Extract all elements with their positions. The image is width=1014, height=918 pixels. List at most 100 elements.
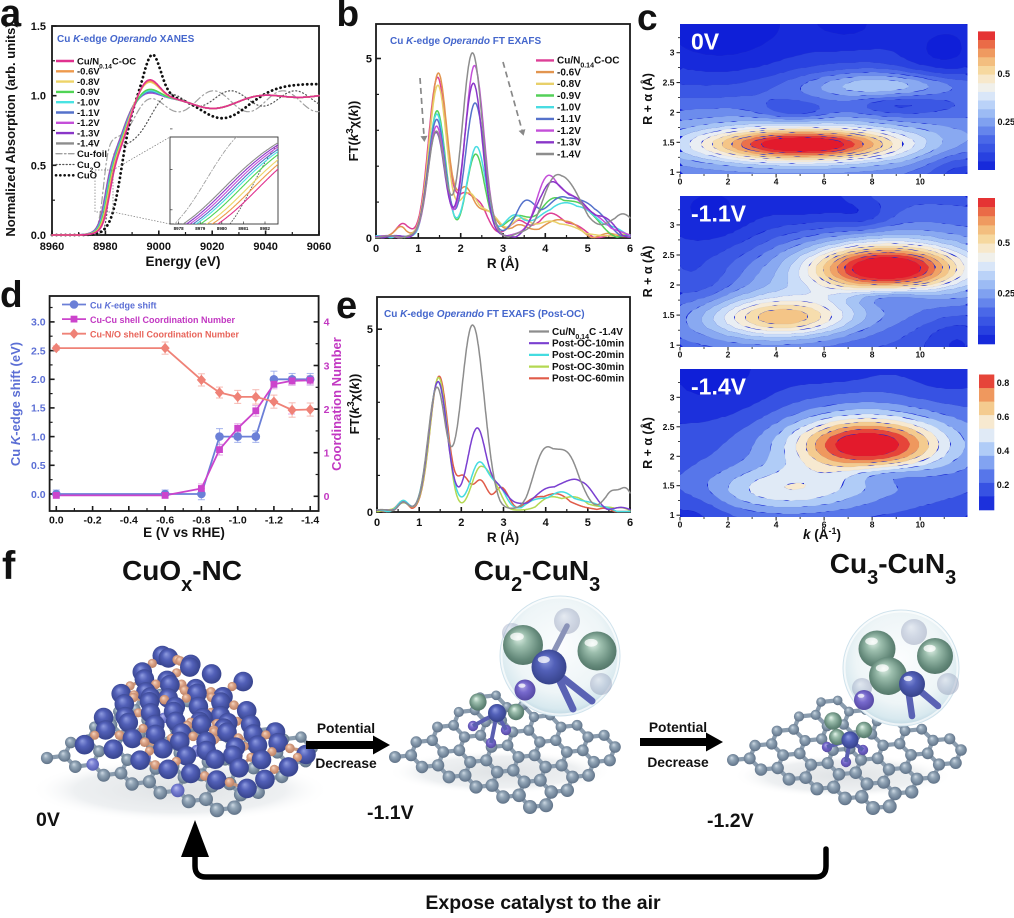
svg-text:8960: 8960 bbox=[40, 241, 64, 253]
svg-text:Cu K-edge shift: Cu K-edge shift bbox=[90, 301, 157, 311]
svg-text:6: 6 bbox=[822, 520, 827, 530]
svg-text:2: 2 bbox=[726, 350, 731, 360]
svg-text:Normalized Absorption (arb. un: Normalized Absorption (arb. units) bbox=[3, 23, 18, 236]
svg-text:1: 1 bbox=[416, 517, 422, 529]
svg-text:0.6: 0.6 bbox=[997, 412, 1010, 422]
svg-text:5: 5 bbox=[585, 243, 591, 255]
svg-text:0V: 0V bbox=[36, 809, 60, 831]
svg-text:8: 8 bbox=[870, 350, 875, 360]
svg-text:-1.3V: -1.3V bbox=[557, 138, 581, 149]
svg-text:f: f bbox=[2, 544, 16, 588]
svg-text:9020: 9020 bbox=[200, 241, 224, 253]
svg-text:R + α (Å): R + α (Å) bbox=[640, 73, 655, 125]
svg-text:0: 0 bbox=[367, 507, 373, 519]
svg-text:1.0: 1.0 bbox=[31, 431, 46, 443]
svg-text:0.5: 0.5 bbox=[998, 238, 1011, 248]
svg-text:-1.4V: -1.4V bbox=[557, 149, 581, 160]
svg-text:Cu-foil: Cu-foil bbox=[77, 149, 107, 160]
svg-text:9060: 9060 bbox=[307, 241, 331, 253]
svg-text:0.0: 0.0 bbox=[49, 515, 64, 527]
svg-text:6: 6 bbox=[627, 517, 633, 529]
svg-text:0: 0 bbox=[678, 520, 683, 530]
svg-text:b: b bbox=[337, 0, 360, 34]
svg-text:Coordination Number: Coordination Number bbox=[329, 337, 344, 471]
svg-text:3: 3 bbox=[670, 392, 675, 402]
svg-text:CuOx-NC: CuOx-NC bbox=[122, 555, 242, 596]
svg-text:E (V vs RHE): E (V vs RHE) bbox=[143, 525, 225, 540]
svg-text:Potential: Potential bbox=[317, 721, 375, 736]
svg-text:a: a bbox=[0, 0, 22, 35]
svg-text:1: 1 bbox=[670, 167, 675, 177]
svg-text:1.5: 1.5 bbox=[663, 481, 675, 491]
svg-text:Post-OC-60min: Post-OC-60min bbox=[552, 374, 624, 385]
svg-text:k (Å-1): k (Å-1) bbox=[803, 526, 841, 542]
svg-text:1.5: 1.5 bbox=[31, 21, 46, 33]
svg-text:1: 1 bbox=[415, 243, 421, 255]
svg-text:-1.0V: -1.0V bbox=[557, 103, 581, 114]
svg-text:4: 4 bbox=[774, 520, 779, 530]
svg-text:1.5: 1.5 bbox=[663, 310, 675, 320]
svg-text:2.0: 2.0 bbox=[31, 374, 46, 386]
svg-text:5: 5 bbox=[367, 324, 373, 336]
svg-text:-1.3V: -1.3V bbox=[77, 128, 100, 139]
svg-text:0.5: 0.5 bbox=[31, 160, 46, 172]
svg-text:1.5: 1.5 bbox=[31, 403, 46, 415]
svg-text:-0.6V: -0.6V bbox=[557, 67, 581, 78]
svg-text:0: 0 bbox=[373, 243, 379, 255]
svg-text:-1.2: -1.2 bbox=[265, 515, 283, 527]
svg-text:-0.2: -0.2 bbox=[84, 515, 102, 527]
svg-text:2.5: 2.5 bbox=[663, 422, 675, 432]
svg-text:-1.2V: -1.2V bbox=[557, 126, 581, 137]
svg-text:Cu-N/O shell Coordination Numb: Cu-N/O shell Coordination Number bbox=[90, 330, 239, 340]
svg-text:8982: 8982 bbox=[260, 226, 271, 231]
svg-text:8: 8 bbox=[870, 520, 875, 530]
svg-text:R (Å): R (Å) bbox=[487, 530, 519, 545]
svg-text:0: 0 bbox=[324, 491, 330, 503]
svg-text:-0.6V: -0.6V bbox=[77, 67, 100, 78]
svg-text:CuO: CuO bbox=[77, 171, 97, 182]
svg-text:Cu/N0.14C -1.4V: Cu/N0.14C -1.4V bbox=[552, 327, 623, 341]
svg-text:Cu/N0.14C-OC: Cu/N0.14C-OC bbox=[557, 56, 620, 69]
svg-text:3: 3 bbox=[500, 243, 506, 255]
svg-text:-0.8V: -0.8V bbox=[77, 77, 100, 88]
svg-text:3: 3 bbox=[500, 517, 506, 529]
svg-text:2.5: 2.5 bbox=[31, 345, 46, 357]
svg-text:4: 4 bbox=[324, 317, 330, 329]
svg-text:3.0: 3.0 bbox=[31, 317, 46, 329]
svg-text:1: 1 bbox=[324, 448, 330, 460]
svg-text:2.5: 2.5 bbox=[663, 250, 675, 260]
svg-text:Energy (eV): Energy (eV) bbox=[145, 254, 220, 269]
svg-text:4: 4 bbox=[543, 517, 550, 529]
svg-text:3: 3 bbox=[670, 220, 675, 230]
svg-text:8980: 8980 bbox=[93, 241, 117, 253]
svg-text:2: 2 bbox=[324, 404, 330, 416]
svg-text:-1.0: -1.0 bbox=[229, 515, 247, 527]
svg-text:Cu/N0.14C-OC: Cu/N0.14C-OC bbox=[77, 56, 136, 70]
svg-text:10: 10 bbox=[915, 177, 925, 187]
svg-text:0: 0 bbox=[678, 350, 683, 360]
svg-text:R + α (Å): R + α (Å) bbox=[640, 246, 655, 298]
svg-text:3: 3 bbox=[324, 360, 330, 372]
svg-text:0V: 0V bbox=[691, 29, 720, 55]
svg-text:-0.9V: -0.9V bbox=[77, 87, 100, 98]
svg-text:1: 1 bbox=[670, 340, 675, 350]
svg-text:-1.1V: -1.1V bbox=[77, 108, 100, 119]
svg-text:-1.1V: -1.1V bbox=[691, 201, 747, 227]
svg-text:0.0: 0.0 bbox=[31, 489, 46, 501]
svg-text:Post-OC-20min: Post-OC-20min bbox=[552, 350, 624, 361]
svg-text:1.5: 1.5 bbox=[663, 137, 675, 147]
svg-text:0.0: 0.0 bbox=[31, 230, 46, 242]
svg-text:-1.1V: -1.1V bbox=[557, 114, 581, 125]
svg-text:0.4: 0.4 bbox=[997, 446, 1010, 456]
svg-text:-1.4V: -1.4V bbox=[691, 374, 747, 400]
svg-text:8981: 8981 bbox=[238, 226, 249, 231]
svg-text:-0.8V: -0.8V bbox=[557, 79, 581, 90]
svg-text:10: 10 bbox=[915, 520, 925, 530]
svg-text:0.25: 0.25 bbox=[998, 289, 1014, 299]
svg-text:3: 3 bbox=[670, 48, 675, 58]
svg-text:2: 2 bbox=[458, 243, 464, 255]
svg-text:0: 0 bbox=[374, 517, 380, 529]
svg-text:9040: 9040 bbox=[253, 241, 277, 253]
svg-text:10: 10 bbox=[915, 350, 925, 360]
svg-text:0.25: 0.25 bbox=[998, 117, 1014, 127]
